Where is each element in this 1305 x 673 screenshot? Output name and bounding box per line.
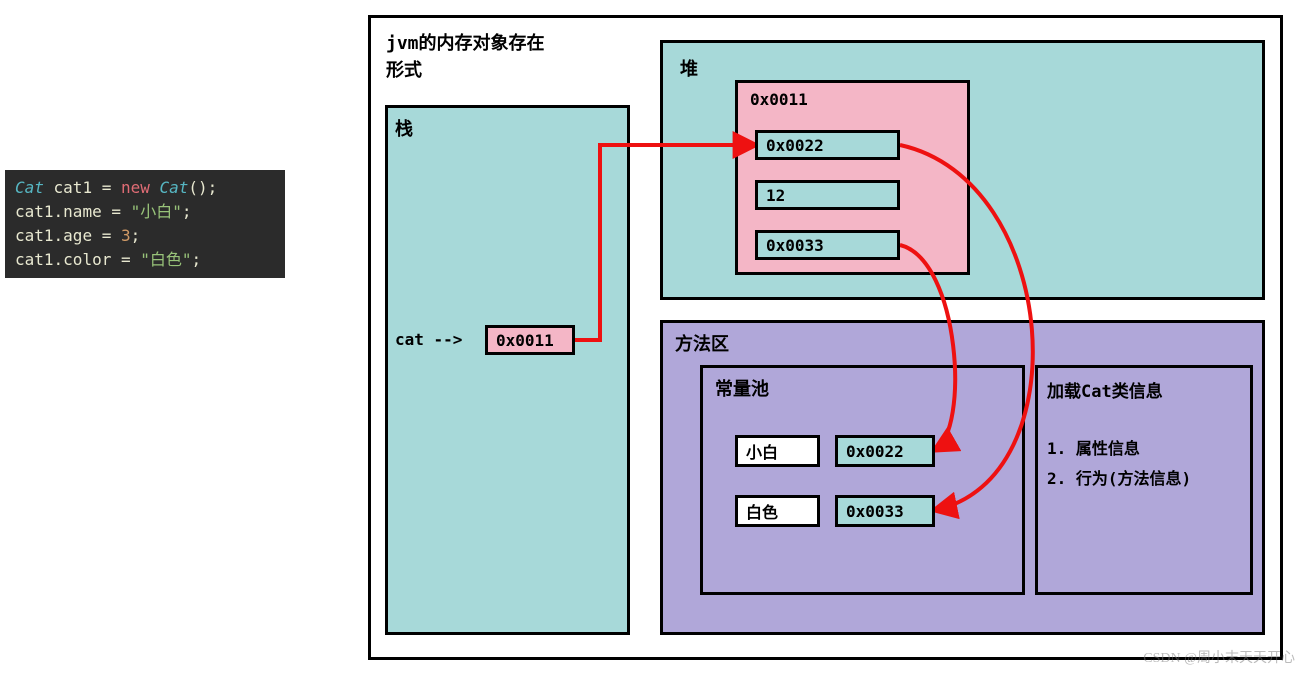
method-area-label: 方法区: [675, 330, 729, 356]
heap-object-addr: 0x0011: [750, 90, 808, 109]
const-addr-0: 0x0022: [835, 435, 935, 467]
constant-pool-label: 常量池: [715, 375, 769, 401]
class-info-item-1: 2. 行为(方法信息): [1047, 465, 1191, 489]
const-val-0: 小白: [735, 435, 820, 467]
const-addr-1: 0x0033: [835, 495, 935, 527]
code-block: Cat cat1 = new Cat();cat1.name = "小白";ca…: [5, 170, 285, 278]
stack-region: [385, 105, 630, 635]
heap-field-2: 0x0033: [755, 230, 900, 260]
class-info-item-0: 1. 属性信息: [1047, 435, 1140, 459]
stack-label: 栈: [395, 115, 413, 141]
stack-var-label: cat -->: [395, 330, 462, 349]
const-val-1: 白色: [735, 495, 820, 527]
heap-field-0: 0x0022: [755, 130, 900, 160]
heap-field-1: 12: [755, 180, 900, 210]
diagram-title: jvm的内存对象存在形式: [386, 30, 546, 84]
heap-label: 堆: [680, 55, 698, 81]
stack-var-cell: 0x0011: [485, 325, 575, 355]
watermark: CSDN @周小末天天开心: [1143, 647, 1295, 667]
class-info-title: 加载Cat类信息: [1047, 377, 1163, 402]
